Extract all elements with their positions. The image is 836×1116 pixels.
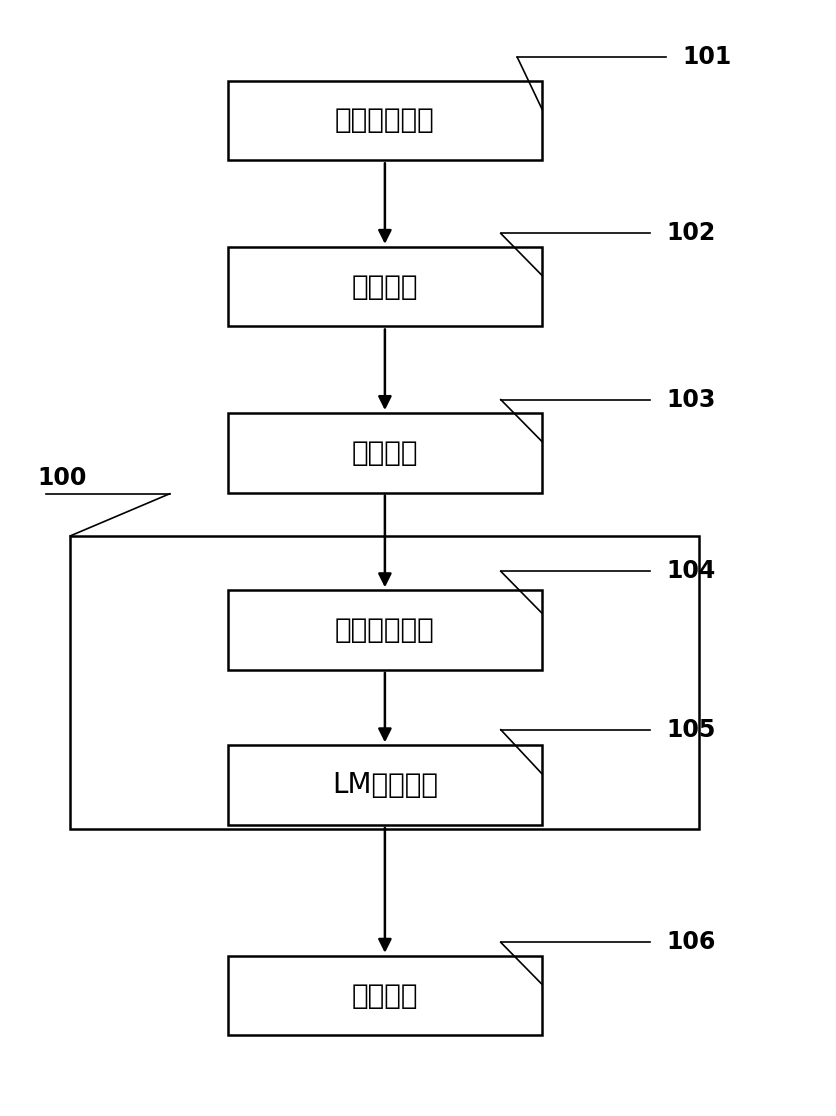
Text: 100: 100 xyxy=(38,466,87,490)
Text: 构建能量数组: 构建能量数组 xyxy=(335,106,435,134)
Text: 106: 106 xyxy=(666,931,716,954)
Bar xyxy=(70,536,700,829)
Text: 阈值检测: 阈值检测 xyxy=(352,272,418,300)
Text: 103: 103 xyxy=(666,387,716,412)
Bar xyxy=(227,247,543,327)
Bar xyxy=(227,745,543,825)
Text: 寻峰处理: 寻峰处理 xyxy=(352,439,418,466)
Text: 波长转换: 波长转换 xyxy=(352,982,418,1010)
Text: 构建拟合数组: 构建拟合数组 xyxy=(335,616,435,644)
Bar xyxy=(227,80,543,161)
Bar xyxy=(227,590,543,670)
Text: LM峰值定位: LM峰值定位 xyxy=(332,771,438,799)
Text: 105: 105 xyxy=(666,718,716,742)
Text: 104: 104 xyxy=(666,559,716,584)
Text: 102: 102 xyxy=(666,221,716,246)
Text: 101: 101 xyxy=(683,46,732,69)
Bar xyxy=(227,955,543,1036)
Bar xyxy=(227,413,543,492)
